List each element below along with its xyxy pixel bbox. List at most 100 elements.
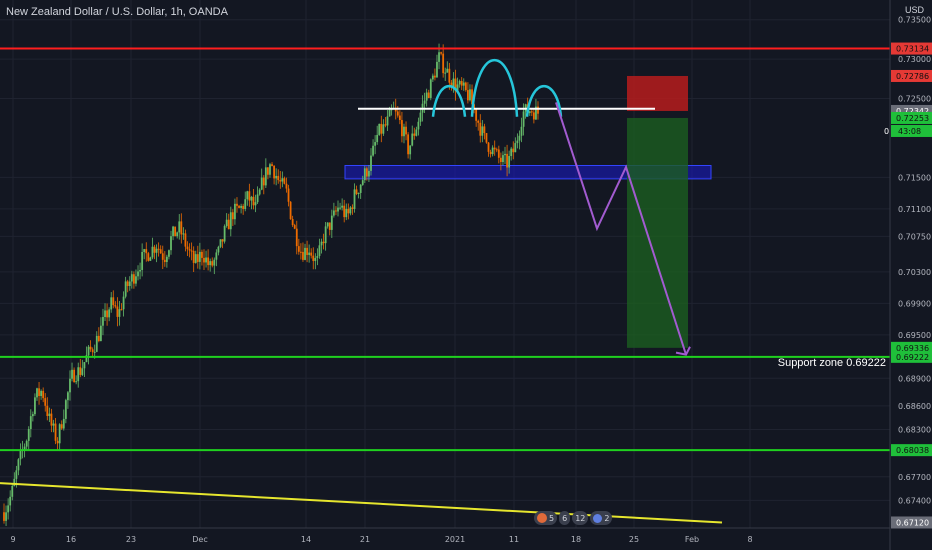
candle-body [184,233,187,247]
time-tick-label: 21 [360,535,370,544]
candle-body [427,92,430,98]
candle-body [535,106,537,120]
event-badge-flag[interactable]: 2 [590,511,613,525]
candle-body [46,405,49,417]
right-shoulder-arc [525,85,563,117]
candle-body [250,196,253,201]
event-badge-news[interactable]: 6 [559,511,571,525]
candle-body [192,250,195,263]
candle-body [215,252,218,260]
event-badge-earnings[interactable]: 5 [534,511,558,525]
candle-body [359,184,362,193]
candle-body [382,124,385,134]
candle-body [128,281,131,287]
take-profit-zone [627,117,688,348]
candle-body [438,52,440,62]
candle-body [58,424,61,444]
price-tick-label: 0.68600 [898,402,931,411]
candle-body [485,132,488,143]
time-tick-label: 11 [509,535,519,544]
candle-body [376,134,379,143]
candle-body [205,257,207,263]
price-badge [891,350,932,363]
price-badge [891,42,932,55]
candle-body [285,183,288,189]
candle-body [475,109,478,121]
candle-body [345,208,348,218]
price-tick-label: 0.73000 [898,55,931,64]
price-tick-label: 0.72500 [898,95,931,104]
candle-body [54,423,57,441]
candle-body [469,89,471,101]
candle-body [368,170,370,177]
price-badge-label: 0.73134 [896,45,929,54]
price-tick-label: 0.67700 [898,473,931,482]
candle-body [236,203,238,206]
candle-body [281,178,284,182]
candle-body [277,175,280,181]
candle-body [355,189,358,194]
candle-body [254,202,257,206]
candle-body [502,155,504,163]
candle-body [310,252,313,256]
time-tick-label: 18 [571,535,581,544]
candle-body [297,246,300,252]
price-tick-label: 0.70300 [898,268,931,277]
candle-body [143,249,146,253]
candle-body [211,261,214,266]
candle-body [291,219,294,226]
candle-body [318,245,321,257]
candle-body [530,111,533,113]
candle-body [151,246,154,258]
candle-body [464,82,467,91]
candle-body [40,390,43,396]
price-tick-label: 0.68900 [898,374,931,383]
candle-body [75,381,78,383]
candle-body [172,226,174,237]
candle-body [163,259,166,262]
candle-body [487,142,490,152]
time-axis: 9 16 23 Dec 14 21 2021 11 18 25 Feb 8 [0,527,890,544]
candle-body [246,191,249,200]
price-badge-label: 0.72786 [896,72,929,81]
candle-body [302,251,304,260]
projection-path [555,102,687,355]
candle-body [122,296,125,310]
candle-body [363,168,366,181]
price-axis: 0.73500 0.73000 0.72500 0.71500 0.71100 0.707… [889,0,932,550]
candle-body [299,251,302,253]
price-axis-bg [890,0,932,550]
event-badges[interactable]: 5 6 12 2 [534,508,613,528]
candle-body [337,207,339,212]
candle-body [423,100,426,104]
price-tick-label: 0.69900 [898,299,931,308]
candle-body [7,505,10,513]
candle-body [244,199,247,210]
candle-body [372,145,374,156]
candle-body [180,221,183,235]
time-tick-label: 25 [629,535,639,544]
candle-body [512,148,515,153]
candle-body [149,257,152,261]
candle-body [34,397,36,415]
event-badge-economic[interactable]: 12 [572,511,589,525]
drawing-zones [344,75,712,348]
candle-body [343,205,346,218]
candle-body [256,194,259,203]
candle-body [44,398,47,406]
candle-body [388,109,391,117]
candle-body [283,178,286,184]
price-badge [891,69,932,82]
candle-body [141,252,144,270]
candle-body [79,367,82,375]
candle-body [322,241,325,244]
candle-body [510,148,513,157]
price-badge [891,111,932,124]
candle-body [273,165,275,179]
candle-body [409,145,412,155]
price-badge [891,444,932,457]
candle-body [304,247,306,260]
candle-body [351,207,354,209]
candle-body [194,254,197,263]
